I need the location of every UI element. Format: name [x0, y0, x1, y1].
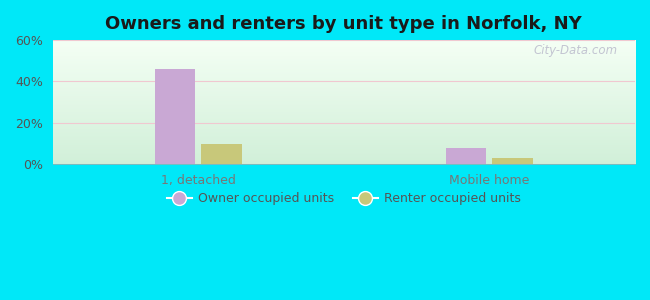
Bar — [492, 158, 533, 164]
Bar — [155, 69, 195, 164]
Text: City-Data.com: City-Data.com — [534, 44, 618, 57]
Title: Owners and renters by unit type in Norfolk, NY: Owners and renters by unit type in Norfo… — [105, 15, 582, 33]
Legend: Owner occupied units, Renter occupied units: Owner occupied units, Renter occupied un… — [162, 187, 526, 210]
Bar — [201, 143, 242, 164]
Bar — [446, 148, 486, 164]
